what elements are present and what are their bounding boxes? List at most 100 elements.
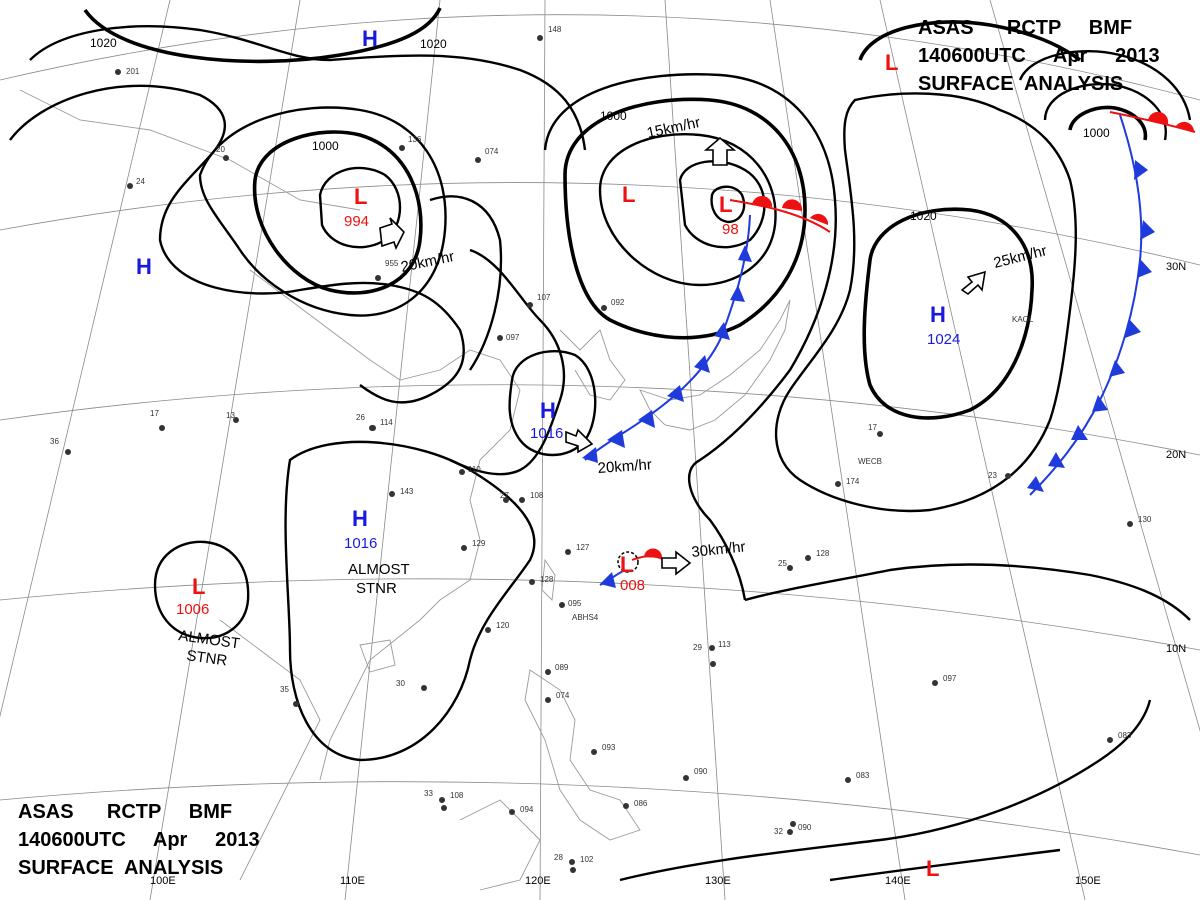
svg-text:36: 36 [50,437,59,446]
station: 074 [475,147,499,163]
low-center-008: L [620,552,633,577]
svg-text:128: 128 [816,549,830,558]
lon-line-120e [539,0,546,900]
cold-front-tri [1137,260,1152,278]
svg-text:120: 120 [496,621,510,630]
svg-text:27: 27 [500,491,509,500]
svg-text:086: 086 [634,799,648,808]
station: 128 [805,549,830,561]
isobar-ne-low-outer [1018,49,1192,121]
svg-text:33: 33 [424,789,433,798]
svg-text:143: 143 [400,487,414,496]
lon-label-150e: 150E [1075,875,1101,887]
header-bottom-left: ASAS RCTP BMF 140600UTC Apr 2013 SURFACE… [18,801,260,879]
svg-text:107: 107 [537,293,551,302]
svg-text:23: 23 [988,471,997,480]
isobar-labels: 1020 1020 1000 1000 1020 1000 [90,36,1110,223]
svg-text:089: 089 [555,663,569,672]
isobar-1000-low-994 [252,130,423,295]
low-center-japan-sea: L [622,182,635,207]
isobar-low-japan-inner-1 [598,133,777,287]
lon-line-130e [664,0,726,900]
station: 25 [778,559,793,571]
station: 092 [601,298,625,311]
speed-low-japan: 15km/hr [645,114,702,142]
isobar-1020-nw [83,7,442,64]
lon-label-130e: 130E [705,875,731,887]
low-value-japan: 98 [722,221,739,238]
grid-labels: 30N 20N 10N 100E 110E 120E 130E 140E 150… [150,261,1186,887]
isobar-low-japan-outer [543,73,837,601]
warm-front-semi [810,213,829,225]
high-center-yellow-sea: H [540,398,556,423]
note-almost-stnr-2b: STNR [185,647,228,670]
svg-text:30: 30 [396,679,405,688]
station: 136 [399,135,422,151]
station: 28 [554,853,576,873]
isobar-west-outer [9,84,465,404]
svg-text:13: 13 [226,411,235,420]
station: 090 [787,823,812,835]
low-value-1006: 1006 [176,601,209,618]
station: 30 [396,679,427,691]
svg-text:24: 24 [136,177,145,186]
isobar-label-1020-c: 1020 [910,209,937,223]
cold-front-tri [607,430,625,448]
cold-front-tri [1125,320,1141,338]
movement-arrows [379,136,986,576]
high-center-north: H [362,26,378,51]
cold-front-tri [582,447,598,463]
cold-front-tri [667,385,684,402]
isobar-ne-low-1000 [1068,105,1148,141]
station: 32 [774,821,796,836]
lat-label-30n: 30N [1166,261,1186,273]
small-low-circle [617,551,639,573]
isobar-low-1006-ring [153,540,250,640]
cold-front-tri [1027,476,1044,492]
lon-line-100e [149,0,301,900]
station: 13 [226,411,239,423]
cold-front-tri [1140,220,1155,240]
svg-text:136: 136 [408,135,422,144]
low-value-008: 008 [620,577,645,594]
high-value-yellow-sea: 1016 [530,425,563,442]
low-center-south: L [926,856,939,881]
station: 127 [565,543,590,555]
warm-front-japan-line [729,199,831,233]
header-top-line3: SURFACE ANALYSIS [918,73,1123,95]
isobar-label-1000-a: 1000 [312,139,339,153]
svg-text:083: 083 [1118,731,1132,740]
lon-line-east [989,0,1200,732]
isobar-pacific-outer [774,92,1077,513]
coast-taiwan [541,558,556,601]
coastlines [19,89,791,891]
high-center-south-china: H [352,506,368,531]
station: 17 [868,423,883,437]
cold-front-tri [1134,160,1148,180]
svg-text:113: 113 [718,640,731,649]
movement-arrow-low-994 [379,217,405,251]
svg-text:074: 074 [556,691,570,700]
coast-indochina [219,619,321,881]
station: 24 [127,177,145,189]
station: 174 [835,477,860,487]
coast-mongolia-border [19,89,361,211]
high-center-1024: H [930,302,946,327]
svg-text:083: 083 [856,771,870,780]
isobar-north-big [29,25,587,151]
low-center-japan: L [719,192,732,217]
coast-japan [639,299,791,431]
isobar-1000-low-japan [563,97,807,340]
coast-korea [559,329,626,401]
lat-line-eq [0,781,1200,856]
lat-line-10n [0,578,1200,651]
station: 120 [485,621,510,633]
lon-line-west [0,0,171,718]
station: 23 [988,471,1011,480]
svg-text:102: 102 [580,855,594,864]
warm-front-semi [1148,111,1169,124]
isobar-south-low-2 [829,848,1061,882]
lat-label-10n: 10N [1166,643,1186,655]
movement-arrow-low-008 [661,550,692,576]
